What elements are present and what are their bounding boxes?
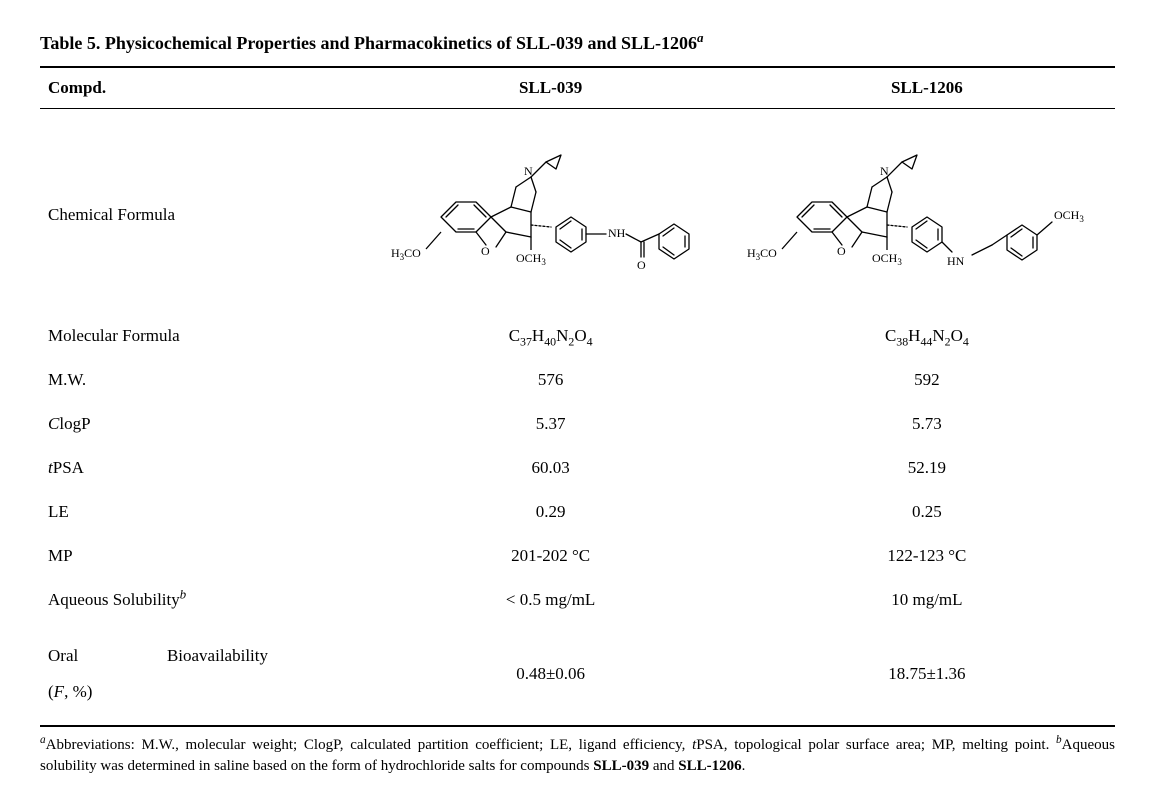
table-row: tPSA 60.03 52.19: [40, 446, 1115, 490]
svg-text:HN: HN: [947, 254, 965, 268]
footnote-text-a2: PSA, topological polar surface area; MP,…: [696, 737, 1056, 753]
row-label-oralbio: OralBioavailability (F, %): [40, 622, 363, 726]
table-row: Chemical Formula: [40, 109, 1115, 315]
cell-clogp-sll039: 5.37: [363, 402, 739, 446]
svg-text:OCH3: OCH3: [516, 251, 546, 267]
svg-text:H3CO: H3CO: [747, 246, 777, 262]
footnote-text-b2: and: [649, 758, 678, 774]
cell-molformula-sll039: C37H40N2O4: [363, 314, 739, 358]
caption-text: Table 5. Physicochemical Properties and …: [40, 33, 697, 53]
caption-sup: a: [697, 30, 704, 45]
col-header-sll1206: SLL-1206: [739, 67, 1115, 109]
table-row: ClogP 5.37 5.73: [40, 402, 1115, 446]
table-row: LE 0.29 0.25: [40, 490, 1115, 534]
row-label-mw: M.W.: [40, 358, 363, 402]
cell-oralbio-sll039: 0.48±0.06: [363, 622, 739, 726]
svg-text:H3CO: H3CO: [391, 246, 421, 262]
table-row: Aqueous Solubilityb < 0.5 mg/mL 10 mg/mL: [40, 578, 1115, 622]
svg-text:N: N: [524, 164, 533, 178]
footnote-text-b3: .: [742, 758, 746, 774]
svg-text:O: O: [837, 244, 846, 258]
row-label-mp: MP: [40, 534, 363, 578]
cell-mp-sll1206: 122-123 °C: [739, 534, 1115, 578]
cell-mw-sll1206: 592: [739, 358, 1115, 402]
col-header-sll039: SLL-039: [363, 67, 739, 109]
cell-tpsa-sll1206: 52.19: [739, 446, 1115, 490]
cell-oralbio-sll1206: 18.75±1.36: [739, 622, 1115, 726]
footnote-text-a: Abbreviations: M.W., molecular weight; C…: [46, 737, 692, 753]
cell-le-sll1206: 0.25: [739, 490, 1115, 534]
row-label-tpsa: tPSA: [40, 446, 363, 490]
table-row: Molecular Formula C37H40N2O4 C38H44N2O4: [40, 314, 1115, 358]
svg-text:O: O: [481, 244, 490, 258]
row-label-molecular-formula: Molecular Formula: [40, 314, 363, 358]
svg-text:OCH3: OCH3: [1054, 208, 1084, 224]
structure-diagram-icon: N H3CO O OCH3 NH O: [381, 137, 721, 287]
svg-text:O: O: [637, 258, 646, 272]
cell-aqsol-sll039: < 0.5 mg/mL: [363, 578, 739, 622]
cell-aqsol-sll1206: 10 mg/mL: [739, 578, 1115, 622]
table-caption: Table 5. Physicochemical Properties and …: [40, 30, 1115, 54]
footnote-bold2: SLL-1206: [678, 758, 741, 774]
table-row: OralBioavailability (F, %) 0.48±0.06 18.…: [40, 622, 1115, 726]
svg-text:OCH3: OCH3: [872, 251, 902, 267]
table-footnote: aAbbreviations: M.W., molecular weight; …: [40, 735, 1115, 776]
table-header-row: Compd. SLL-039 SLL-1206: [40, 67, 1115, 109]
cell-structure-sll039: N H3CO O OCH3 NH O: [363, 109, 739, 315]
footnote-bold1: SLL-039: [593, 758, 649, 774]
col-header-compd: Compd.: [40, 67, 363, 109]
row-label-le: LE: [40, 490, 363, 534]
svg-text:NH: NH: [608, 226, 626, 240]
table-row: MP 201-202 °C 122-123 °C: [40, 534, 1115, 578]
cell-structure-sll1206: N H3CO O OCH3 HN OCH3: [739, 109, 1115, 315]
properties-table: Compd. SLL-039 SLL-1206 Chemical Formula: [40, 66, 1115, 727]
structure-diagram-icon: N H3CO O OCH3 HN OCH3: [747, 137, 1107, 287]
cell-mp-sll039: 201-202 °C: [363, 534, 739, 578]
cell-le-sll039: 0.29: [363, 490, 739, 534]
cell-clogp-sll1206: 5.73: [739, 402, 1115, 446]
cell-tpsa-sll039: 60.03: [363, 446, 739, 490]
cell-mw-sll039: 576: [363, 358, 739, 402]
row-label-chemical-formula: Chemical Formula: [40, 109, 363, 315]
cell-molformula-sll1206: C38H44N2O4: [739, 314, 1115, 358]
table-row: M.W. 576 592: [40, 358, 1115, 402]
row-label-clogp: ClogP: [40, 402, 363, 446]
row-label-aqsol: Aqueous Solubilityb: [40, 578, 363, 622]
svg-text:N: N: [880, 164, 889, 178]
